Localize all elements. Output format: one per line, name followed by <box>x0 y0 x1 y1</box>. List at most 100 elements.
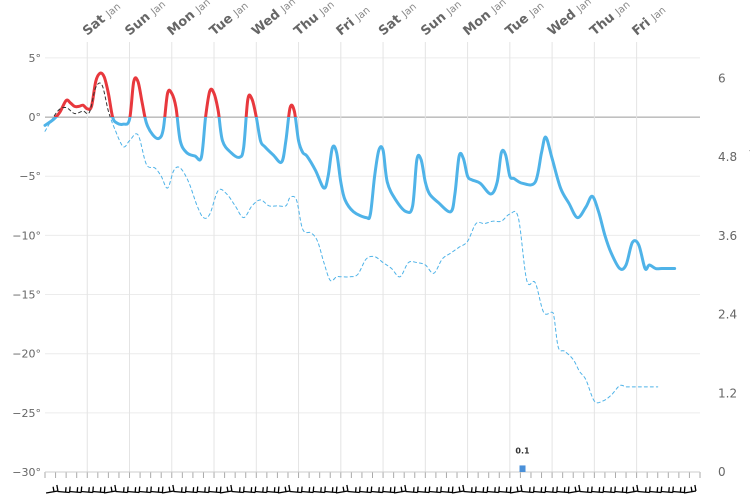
temperature-line-above-zero <box>53 71 297 118</box>
wind-arrow <box>451 484 465 494</box>
wind-barb <box>516 486 519 492</box>
wind-shaft <box>602 490 615 494</box>
wind-shaft <box>335 490 349 494</box>
wind-arrow <box>463 486 477 494</box>
wind-shaft <box>161 490 175 494</box>
wind-barb <box>168 486 171 492</box>
wind-arrow <box>521 486 535 494</box>
wind-arrow <box>683 484 697 494</box>
wind-arrow <box>672 486 686 494</box>
wind-arrow <box>254 486 268 494</box>
x-day-label: Mon Jan <box>461 0 510 39</box>
wind-shaft <box>579 490 592 494</box>
wind-barb <box>567 486 570 493</box>
x-day-label: Tue Jan <box>207 0 251 39</box>
y-tick-label: 0° <box>29 111 42 124</box>
wind-shaft <box>544 490 557 494</box>
wind-shaft <box>301 490 314 494</box>
wind-shaft <box>533 490 546 494</box>
y-tick-label: 5° <box>29 52 42 65</box>
wind-arrow <box>556 486 570 494</box>
wind-arrow <box>161 484 175 494</box>
wind-shaft <box>382 490 395 494</box>
wind-shaft <box>475 490 488 494</box>
wind-arrow <box>370 486 384 494</box>
wind-arrow <box>127 486 141 494</box>
wind-barb <box>458 486 461 492</box>
x-day-label: Thu Jan <box>587 0 633 39</box>
dewpoint-line-below-zero <box>44 117 659 404</box>
wind-arrow <box>208 486 222 494</box>
wind-shaft <box>208 490 221 494</box>
precipitation-bar <box>519 465 526 472</box>
wind-shaft <box>637 490 650 494</box>
wind-arrow <box>579 486 593 494</box>
x-day-label: Wed Jan <box>249 0 298 39</box>
wind-barb <box>393 486 396 493</box>
wind-arrow <box>57 486 71 494</box>
y-tick-label: −30° <box>12 466 41 479</box>
wind-barb <box>52 486 55 492</box>
y2-axis: 64.83.62.41.20Precipitation (mm) <box>718 71 750 479</box>
wind-barb <box>574 486 577 492</box>
wind-shaft <box>567 490 581 494</box>
wind-arrow <box>45 484 59 494</box>
wind-arrow <box>591 486 605 494</box>
wind-arrow <box>69 486 83 494</box>
wind-shaft <box>138 490 151 494</box>
wind-barb <box>103 486 106 493</box>
wind-shaft <box>556 490 569 494</box>
wind-arrow <box>509 484 523 494</box>
wind-barb <box>520 484 523 492</box>
y-tick-label: −15° <box>12 289 41 302</box>
y-tick-label: −5° <box>19 170 41 183</box>
wind-shaft <box>591 490 604 494</box>
wind-barb <box>683 486 686 493</box>
y2-tick-label: 6 <box>718 71 726 85</box>
y2-tick-label: 3.6 <box>718 229 737 243</box>
wind-shaft <box>440 490 453 494</box>
wind-barb <box>277 486 280 493</box>
wind-arrow <box>533 486 547 494</box>
wind-shaft <box>57 490 70 494</box>
wind-arrow <box>115 486 129 494</box>
wind-barb <box>172 484 175 492</box>
wind-shaft <box>649 490 662 494</box>
wind-arrow <box>637 486 651 494</box>
wind-arrow <box>486 486 500 494</box>
wind-barb <box>114 484 117 492</box>
wind-arrow <box>602 486 616 494</box>
wind-shaft <box>231 490 244 494</box>
wind-shaft <box>614 490 627 494</box>
wind-shaft <box>45 490 59 494</box>
wind-barb <box>288 484 291 492</box>
wind-arrow <box>301 486 315 494</box>
wind-shaft <box>103 490 117 494</box>
wind-arrow <box>335 484 349 494</box>
x-day-label: Fri Jan <box>334 3 373 39</box>
x-day-label: Thu Jan <box>291 0 337 39</box>
wind-shaft <box>405 490 418 494</box>
wind-arrow <box>243 486 257 494</box>
series <box>43 71 677 404</box>
wind-shaft <box>521 490 534 494</box>
y2-tick-label: 0 <box>718 465 726 479</box>
wind-arrow <box>660 486 674 494</box>
wind-shaft <box>92 490 105 494</box>
wind-shaft <box>173 490 186 494</box>
wind-arrow <box>150 486 164 494</box>
wind-arrow <box>277 484 291 494</box>
wind-arrow <box>440 486 454 494</box>
y2-tick-label: 4.8 <box>718 150 737 164</box>
wind-shaft <box>660 490 673 494</box>
y2-tick-label: 2.4 <box>718 308 737 322</box>
wind-arrow <box>347 486 361 494</box>
wind-shaft <box>672 490 685 494</box>
wind-arrow <box>359 486 373 494</box>
precipitation-bars: 0.1 <box>515 446 530 472</box>
grid <box>45 42 700 473</box>
wind-arrow <box>92 486 106 494</box>
wind-arrow <box>266 486 280 494</box>
